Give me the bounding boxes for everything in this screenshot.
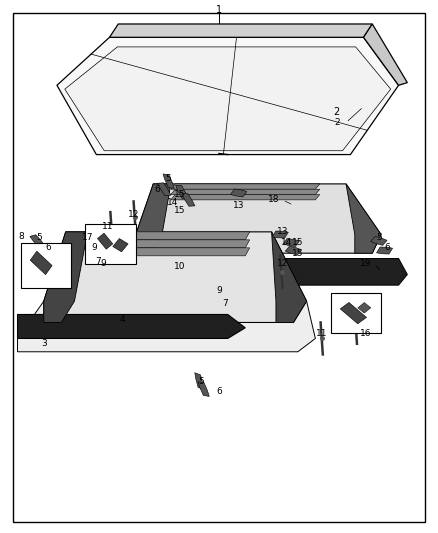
Polygon shape [44,232,307,322]
Polygon shape [88,240,250,248]
Polygon shape [371,237,387,245]
Text: 3: 3 [41,340,47,348]
Polygon shape [136,184,381,253]
Text: 10: 10 [174,262,185,271]
Polygon shape [18,301,315,352]
Text: 2: 2 [335,118,340,127]
Text: 5: 5 [198,377,205,385]
Polygon shape [88,248,250,256]
Polygon shape [97,233,113,249]
Text: 15: 15 [292,249,304,257]
Polygon shape [340,303,367,324]
Text: 5: 5 [36,233,42,241]
Polygon shape [30,235,45,247]
Polygon shape [195,373,204,390]
Text: 11: 11 [102,222,113,231]
Polygon shape [44,232,88,322]
Text: 9: 9 [100,260,106,268]
Text: 18: 18 [268,196,279,204]
Polygon shape [198,382,209,397]
Text: 13: 13 [233,201,244,209]
Text: 4: 4 [120,316,125,324]
Polygon shape [110,24,372,37]
Text: 14: 14 [167,198,179,207]
Bar [21,243,71,288]
Polygon shape [176,185,188,199]
Polygon shape [57,37,399,155]
Polygon shape [364,24,407,85]
Text: 8: 8 [18,232,24,240]
Polygon shape [65,47,391,151]
Polygon shape [88,232,250,240]
Polygon shape [377,247,392,254]
Polygon shape [346,184,381,253]
Text: 7: 7 [95,257,102,265]
Polygon shape [230,189,247,197]
Text: 9: 9 [216,286,222,295]
Text: 19: 19 [360,260,371,268]
Text: 12: 12 [128,211,139,219]
Bar [331,293,381,333]
Text: 13: 13 [277,228,288,236]
Text: 7: 7 [223,300,229,308]
Text: 11: 11 [316,329,328,337]
Text: 16: 16 [360,329,371,337]
Text: 15: 15 [174,206,185,215]
Text: 15: 15 [292,238,304,247]
Text: 5: 5 [166,174,172,183]
Polygon shape [171,184,320,189]
Text: 6: 6 [155,185,161,193]
Polygon shape [158,183,171,196]
Polygon shape [37,244,51,257]
Polygon shape [113,239,128,252]
Text: 6: 6 [385,244,391,252]
Text: 5: 5 [376,233,382,241]
Text: 6: 6 [216,387,222,396]
Polygon shape [283,238,300,247]
Polygon shape [358,303,371,313]
Polygon shape [272,232,307,322]
Text: 1: 1 [216,5,222,14]
Text: 9: 9 [91,244,97,252]
Polygon shape [30,251,52,274]
Polygon shape [163,174,174,189]
Polygon shape [285,246,302,255]
Text: 2: 2 [333,107,339,117]
Text: 17: 17 [82,233,93,241]
Text: 14: 14 [281,238,293,247]
Polygon shape [171,195,320,200]
Text: 12: 12 [277,260,288,268]
Polygon shape [171,189,320,195]
Polygon shape [136,184,171,253]
Text: 6: 6 [45,244,51,252]
Polygon shape [272,231,288,238]
Polygon shape [18,314,245,338]
Text: 15: 15 [174,190,185,199]
Polygon shape [250,259,407,285]
Bar [85,224,136,264]
Polygon shape [182,193,195,206]
